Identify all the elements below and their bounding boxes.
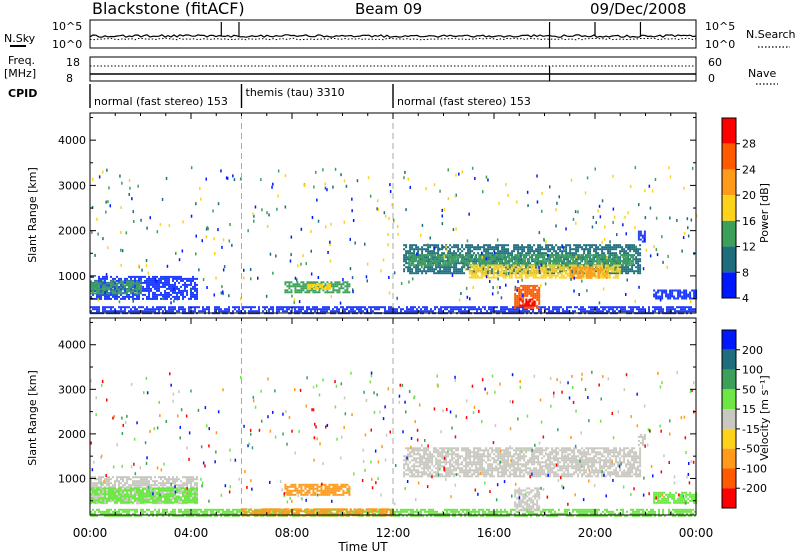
- beam-title: Beam 09: [355, 0, 422, 18]
- x-tick-label: 00:00: [73, 526, 108, 540]
- velocity-echo-region: [284, 483, 351, 496]
- x-tick-label: 20:00: [578, 526, 613, 540]
- power-ylabel: Slant Range [km]: [26, 167, 39, 263]
- power-colorbar-segment: [722, 118, 736, 144]
- nsky-traces: [89, 22, 697, 48]
- power-colorbar-segment: [722, 143, 736, 170]
- velocity-colorbar-tick-label: 15: [742, 403, 756, 416]
- x-tick-label: 00:00: [679, 526, 714, 540]
- velocity-ylabel: Slant Range [km]: [26, 370, 39, 466]
- nsky-trace: [89, 34, 697, 38]
- velocity-scatter: [90, 370, 695, 506]
- velocity-colorbar-segment: [722, 330, 736, 350]
- velocity-colorbar-tick-label: -15: [742, 423, 760, 436]
- power-echo-region: [519, 298, 536, 307]
- velocity-colorbar-segment: [722, 448, 736, 469]
- velocity-echo-region: [90, 487, 198, 504]
- x-tick-label: 04:00: [174, 526, 209, 540]
- power-colorbar-segment: [722, 272, 736, 298]
- cpid-label: CPID: [8, 87, 37, 100]
- velocity-colorbar-segment: [722, 409, 736, 429]
- x-tick-label: 16:00: [477, 526, 512, 540]
- nsky-label: N.Sky: [4, 32, 36, 45]
- power-echo-region: [569, 266, 608, 279]
- nsky-panel: [89, 19, 697, 49]
- velocity-colorbar-segment: [722, 428, 736, 449]
- velocity-colorbar-tick-label: 50: [742, 383, 756, 396]
- nave-tick-top: 60: [708, 56, 722, 69]
- power-panel: 4000 3000 2000 1000: [58, 112, 698, 315]
- power-colorbar-label: Power [dB]: [758, 183, 771, 243]
- mode-label: themis (tau) 3310: [246, 86, 345, 99]
- power-echo-region: [653, 289, 698, 300]
- velocity-colorbar-segment: [722, 389, 736, 410]
- velocity-colorbar-label: Velocity [m s⁻¹]: [758, 375, 771, 460]
- x-tick-label: 08:00: [275, 526, 310, 540]
- nave-tick-bottom: 0: [708, 72, 715, 85]
- freq-tick-bottom: 8: [66, 72, 73, 85]
- freq-traces: [90, 65, 696, 81]
- velocity-colorbar-segment: [722, 369, 736, 390]
- nave-label: Nave: [748, 67, 776, 80]
- x-axis: 00:00 04:00 08:00 12:00 16:00 20:00 00:00: [73, 526, 714, 540]
- power-colorbar-tick-label: 12: [742, 241, 756, 254]
- mode-labels: normal (fast stereo) 153 themis (tau) 331…: [89, 84, 531, 108]
- nsearch-label: N.Search: [746, 28, 796, 41]
- power-colorbar-segment: [722, 169, 736, 196]
- velocity-echo-region: [514, 487, 541, 512]
- velocity-colorbar-tick-label: -200: [742, 482, 767, 495]
- power-scatter: [91, 166, 698, 305]
- velocity-colorbar-tick-label: 100: [742, 364, 763, 377]
- velocity-y-tick-label: 1000: [58, 472, 86, 485]
- power-y-tick-label: 2000: [58, 225, 86, 238]
- velocity-y-tick-label: 2000: [58, 428, 86, 441]
- power-colorbar-tick-label: 4: [742, 292, 749, 305]
- power-echo-region: [307, 284, 332, 290]
- nsearch-tick-top: 10^5: [705, 20, 735, 33]
- power-colorbar-tick-label: 20: [742, 189, 756, 202]
- x-axis-label: Time UT: [337, 540, 388, 554]
- date-title: 09/Dec/2008: [590, 0, 686, 18]
- nsearch-tick-bottom: 10^0: [705, 38, 735, 51]
- power-y-tick-label: 4000: [58, 134, 86, 147]
- x-tick-label: 12:00: [376, 526, 411, 540]
- freq-tick-top: 18: [66, 56, 80, 69]
- velocity-colorbar-segment: [722, 488, 736, 508]
- nsky-tick-top: 10^5: [52, 20, 82, 33]
- freq-label: Freq.: [8, 54, 35, 67]
- velocity-y-tick-label: 3000: [58, 383, 86, 396]
- power-echo-region: [90, 280, 142, 295]
- power-colorbar-tick-label: 24: [742, 163, 756, 176]
- freq-panel: [89, 56, 697, 82]
- velocity-colorbar-tick-label: -100: [742, 462, 767, 475]
- mode-label: normal (fast stereo) 153: [94, 95, 228, 108]
- velocity-echo-region: [403, 447, 642, 478]
- velocity-y-tick-label: 4000: [58, 339, 86, 352]
- velocity-colorbar-tick-label: -50: [742, 443, 760, 456]
- power-colorbar: 28 24 20 16 12 8 4: [721, 117, 756, 305]
- freq-unit: [MHz]: [4, 67, 36, 80]
- power-colorbar-tick-label: 8: [742, 266, 749, 279]
- velocity-colorbar-tick-label: 200: [742, 344, 763, 357]
- velocity-colorbar: 200 100 50 15 -15 -50 -100 -200: [721, 329, 767, 509]
- power-y-tick-label: 1000: [58, 270, 86, 283]
- nsearch-trace: [89, 37, 697, 41]
- velocity-panel: 4000 3000 2000 1000: [58, 317, 698, 517]
- power-colorbar-segment: [722, 220, 736, 247]
- mode-label: normal (fast stereo) 153: [397, 95, 531, 108]
- power-colorbar-segment: [722, 195, 736, 221]
- power-colorbar-tick-label: 16: [742, 215, 756, 228]
- power-colorbar-segment: [722, 246, 736, 273]
- velocity-echo-region: [637, 433, 646, 446]
- velocity-colorbar-segment: [722, 349, 736, 370]
- power-y-tick-label: 3000: [58, 179, 86, 192]
- station-title: Blackstone (fitACF): [92, 0, 245, 18]
- power-colorbar-tick-label: 28: [742, 138, 756, 151]
- nsky-tick-bottom: 10^0: [52, 38, 82, 51]
- velocity-colorbar-segment: [722, 468, 736, 489]
